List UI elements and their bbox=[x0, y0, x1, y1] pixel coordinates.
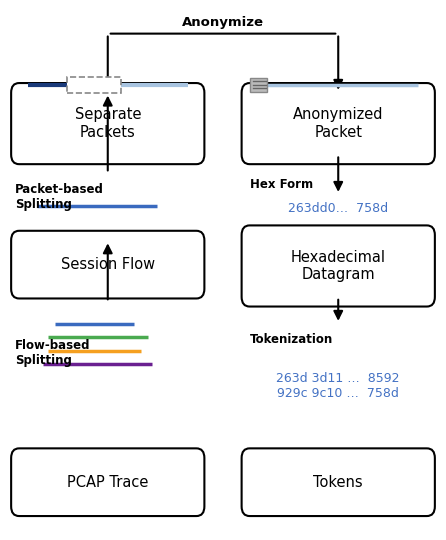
FancyBboxPatch shape bbox=[250, 78, 267, 92]
FancyBboxPatch shape bbox=[242, 83, 435, 164]
FancyBboxPatch shape bbox=[242, 225, 435, 307]
Text: Separate
Packets: Separate Packets bbox=[74, 107, 141, 140]
Text: Hexadecimal
Datagram: Hexadecimal Datagram bbox=[291, 250, 386, 282]
Text: Session Flow: Session Flow bbox=[61, 257, 155, 272]
Text: 263d 3d11 …  8592
929c 9c10 …  758d: 263d 3d11 … 8592 929c 9c10 … 758d bbox=[277, 372, 400, 400]
Text: Anonymized
Packet: Anonymized Packet bbox=[293, 107, 384, 140]
Text: Anonymize: Anonymize bbox=[182, 16, 264, 29]
Text: Flow-based
Splitting: Flow-based Splitting bbox=[15, 339, 90, 367]
FancyBboxPatch shape bbox=[11, 448, 204, 516]
Text: 263dd0…  758d: 263dd0… 758d bbox=[288, 202, 388, 215]
Text: PCAP Trace: PCAP Trace bbox=[67, 475, 149, 490]
FancyBboxPatch shape bbox=[11, 231, 204, 299]
FancyBboxPatch shape bbox=[67, 77, 121, 93]
Text: Packet-based
Splitting: Packet-based Splitting bbox=[15, 184, 103, 212]
FancyBboxPatch shape bbox=[242, 448, 435, 516]
Text: Tokens: Tokens bbox=[314, 475, 363, 490]
Text: Hex Form: Hex Form bbox=[250, 178, 313, 191]
FancyBboxPatch shape bbox=[11, 83, 204, 164]
Text: Tokenization: Tokenization bbox=[250, 333, 333, 346]
